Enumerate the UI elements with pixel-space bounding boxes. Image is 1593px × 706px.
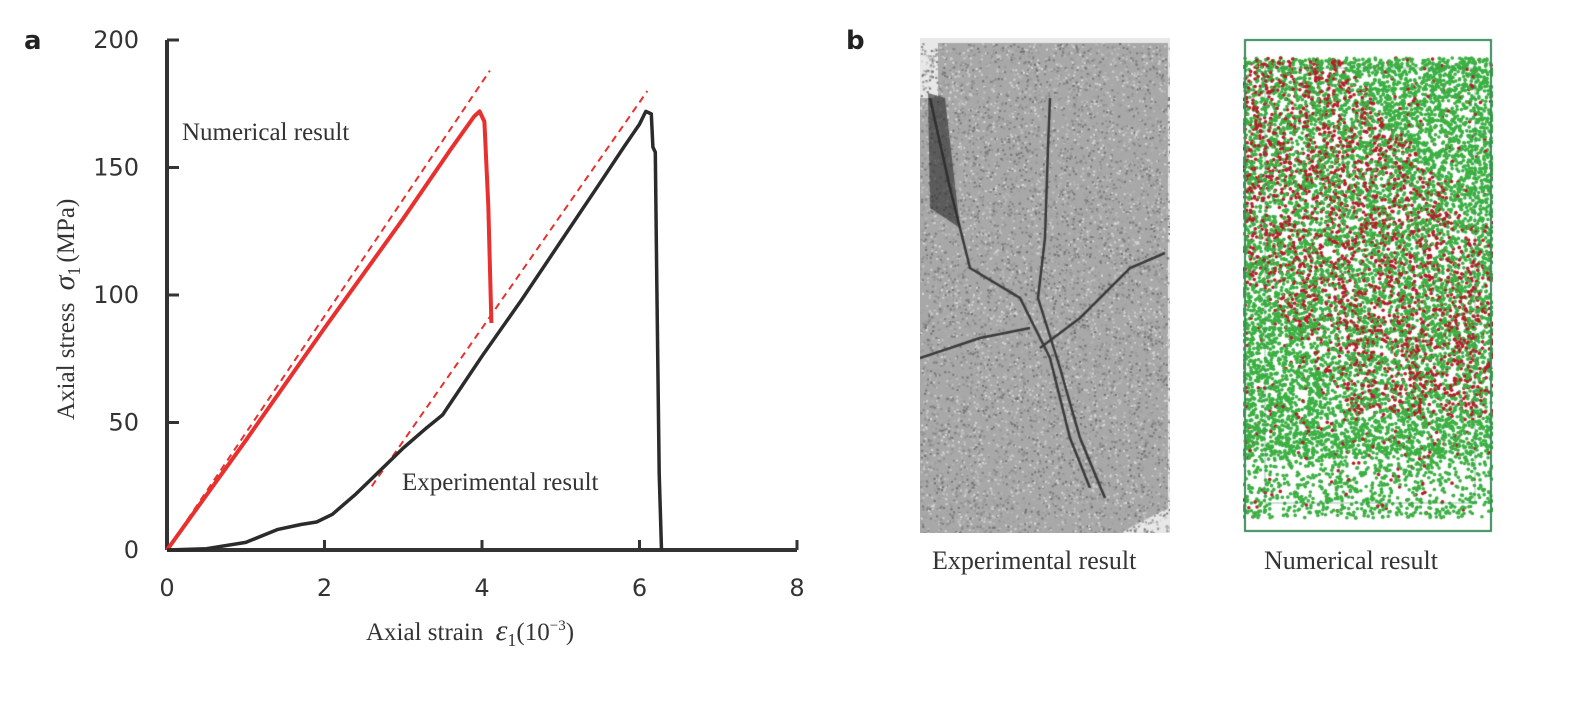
stress-strain-chart: 0 2 4 6 8 0 50 100 150 200 Numerical result Exper… xyxy=(48,26,805,650)
y-tick-label: 150 xyxy=(93,154,139,182)
experimental-rock-image xyxy=(920,38,1170,533)
x-axis-label: Axial strain ε1(10−3) xyxy=(366,614,574,650)
annotation-experimental: Experimental result xyxy=(402,469,599,496)
numerical-image-label: Numerical result xyxy=(1264,546,1438,575)
series-experimental-line xyxy=(166,109,664,552)
panel-a-letter: a xyxy=(24,26,42,56)
fit-line-dashed xyxy=(370,90,649,487)
x-tick-label: 2 xyxy=(317,574,332,602)
x-tick-label: 4 xyxy=(474,574,489,602)
y-axis-label: Axial stress σ1(MPa) xyxy=(48,199,84,420)
x-tick-label: 6 xyxy=(632,574,647,602)
annotation-numerical: Numerical result xyxy=(182,119,349,146)
series-numerical-line xyxy=(165,109,494,552)
y-tick-label: 100 xyxy=(93,281,139,309)
y-tick-label: 0 xyxy=(124,536,139,564)
y-tick-label: 200 xyxy=(93,26,139,54)
numerical-particle-image xyxy=(1243,38,1493,533)
x-tick-label: 0 xyxy=(159,574,174,602)
experimental-image-label: Experimental result xyxy=(932,546,1137,575)
y-tick-label: 50 xyxy=(108,409,139,437)
panel-b-letter: b xyxy=(846,26,865,56)
fit-line-dashed xyxy=(166,70,491,551)
x-tick-label: 8 xyxy=(789,574,804,602)
